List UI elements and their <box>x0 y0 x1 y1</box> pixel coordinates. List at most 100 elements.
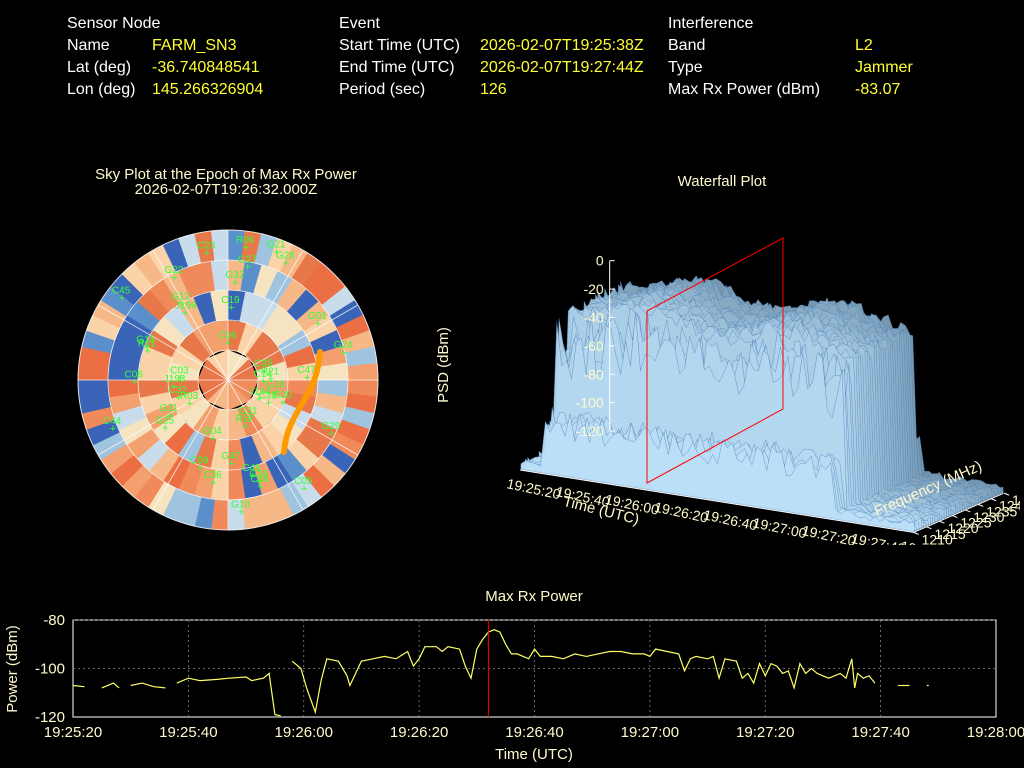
band-value: L2 <box>855 37 873 54</box>
sky-azimuth-spoke <box>152 379 229 511</box>
satellite-marker: +R17 <box>235 414 254 433</box>
satellite-plus-icon: + <box>256 393 262 405</box>
satellite-marker: +C19 <box>221 295 240 314</box>
satellite-label: G01 <box>308 311 327 322</box>
waterfall-freq-tick <box>952 515 958 519</box>
satellite-marker: +C47 <box>297 365 316 384</box>
satellite-marker: +G28 <box>276 250 295 269</box>
satellite-label: C35 <box>254 358 273 369</box>
satellite-marker: +C32 <box>168 385 187 404</box>
sky-azimuth-spoke <box>227 379 304 511</box>
satellite-marker: +C46 <box>250 474 269 493</box>
satellite-marker: +C45 <box>112 286 131 305</box>
satellite-plus-icon: + <box>265 397 271 409</box>
end-time-label: End Time (UTC) <box>339 59 455 76</box>
waterfall-axis-line <box>519 469 914 533</box>
satellite-label: G30 <box>273 390 292 401</box>
power-series-line <box>176 672 281 717</box>
skyplot-title-line1: Sky Plot at the Epoch of Max Rx Power <box>95 166 357 183</box>
satellite-marker: +G15 <box>136 335 155 354</box>
satellite-plus-icon: + <box>131 377 137 389</box>
satellite-plus-icon: + <box>228 302 234 314</box>
satellite-label: G24 <box>334 340 353 351</box>
satellite-label: C05 <box>294 476 313 487</box>
power-series-line <box>130 682 166 689</box>
type-value: Jammer <box>855 59 913 76</box>
satellite-plus-icon: + <box>178 298 184 310</box>
waterfall-marker-plane <box>646 237 784 484</box>
satellite-marker: +G30 <box>273 390 292 409</box>
waterfall-freq-tick-label: 1245 <box>1012 492 1020 508</box>
sky-azimuth-spoke <box>97 379 229 456</box>
waterfall-z-tick-label: -40 <box>583 309 603 325</box>
satellite-plus-icon: + <box>210 433 216 445</box>
start-time-label: Start Time (UTC) <box>339 37 460 54</box>
satellite-marker: +C03 <box>170 365 189 384</box>
satellite-marker: +C35 <box>254 358 273 377</box>
satellite-label: G26 <box>249 469 268 480</box>
satellite-marker: +G22 <box>164 265 183 284</box>
lon-value: 145.266326904 <box>152 81 264 98</box>
satellite-plus-icon: + <box>261 365 267 377</box>
satellite-plus-icon: + <box>238 506 244 518</box>
satellite-plus-icon: + <box>228 458 234 470</box>
waterfall-z-tick-label: 0 <box>596 253 604 269</box>
satellite-label: G12 <box>171 291 190 302</box>
satellite-marker: +C44 <box>103 416 122 435</box>
satellite-label: G15 <box>136 335 155 346</box>
satellite-marker: +G25 <box>155 416 174 435</box>
waterfall-time-tick-label: 19:27:40 <box>850 530 907 545</box>
satellite-label: G21 <box>267 240 286 251</box>
waterfall-plot: 0-20-40-60-80-100-12019:25:2019:25:4019:… <box>435 237 1020 545</box>
period-value: 126 <box>480 81 507 98</box>
power-chart-ylabel: Power (dBm) <box>4 625 21 713</box>
power-x-tick-label: 19:27:00 <box>621 724 679 741</box>
satellite-label: C09 <box>190 456 209 467</box>
power-series-line <box>72 684 85 688</box>
event-heading: Event <box>339 15 380 32</box>
power-x-tick-label: 19:26:40 <box>505 724 563 741</box>
start-time-value: 2026-02-07T19:25:38Z <box>480 37 644 54</box>
power-y-tick-label: -80 <box>43 612 65 629</box>
satellite-label: C03 <box>170 365 189 376</box>
sky-horizon-ring <box>77 229 379 531</box>
satellite-plus-icon: + <box>187 398 193 410</box>
sensor-node-heading: Sensor Node <box>67 15 161 32</box>
satellite-marker: +G12 <box>171 291 190 310</box>
satellite-marker: +J193 <box>164 374 186 393</box>
waterfall-z-tick-label: -20 <box>583 281 603 297</box>
satellite-marker: +C38 <box>259 390 278 409</box>
satellite-plus-icon: + <box>301 483 307 495</box>
satellite-label: G31 <box>239 406 258 417</box>
satellite-plus-icon: + <box>167 410 173 422</box>
satellite-label: G47 <box>222 451 241 462</box>
lon-label: Lon (deg) <box>67 81 136 98</box>
satellite-label: G28 <box>276 250 295 261</box>
satellite-label: C06 <box>218 330 237 341</box>
skyplot: +C08+R06+J193+C32+G12+G15+C19+C06+C09+C4… <box>77 229 379 531</box>
satellite-marker: +C05 <box>294 476 313 495</box>
satellite-marker: +G47 <box>222 451 241 470</box>
power-series-line <box>291 629 876 715</box>
satellite-marker: +C06 <box>218 330 237 349</box>
period-label: Period (sec) <box>339 81 426 98</box>
power-chart-title: Max Rx Power <box>485 588 583 605</box>
name-value: FARM_SN3 <box>152 37 237 54</box>
satellite-label: C47 <box>297 365 316 376</box>
satellite-plus-icon: + <box>257 481 263 493</box>
satellite-plus-icon: + <box>273 386 279 398</box>
sky-azimuth-spoke <box>227 249 304 381</box>
satellite-plus-icon: + <box>341 347 347 359</box>
satellite-marker: +C23 <box>197 240 216 259</box>
satellite-plus-icon: + <box>177 372 183 384</box>
satellite-plus-icon: + <box>225 337 231 349</box>
waterfall-axis-line <box>913 493 1004 533</box>
satellite-marker: +R06 <box>236 235 255 254</box>
satellite-plus-icon: + <box>328 428 334 440</box>
power-y-tick-label: -120 <box>35 709 65 726</box>
power-x-tick-label: 19:25:40 <box>159 724 217 741</box>
satellite-label: G25 <box>155 416 174 427</box>
waterfall-z-tick-label: -60 <box>583 338 603 354</box>
satellite-label: C32 <box>168 385 187 396</box>
satellite-plus-icon: + <box>245 413 251 425</box>
